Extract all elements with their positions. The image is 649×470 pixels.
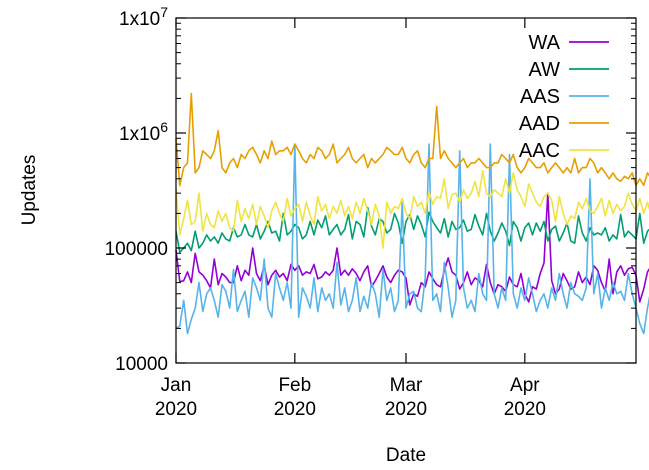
x-tick-label-month: Jan — [161, 375, 192, 396]
series-line-aas — [175, 143, 649, 335]
x-axis-label: Date — [386, 445, 426, 466]
legend-label: AAS — [520, 86, 560, 108]
legend-label: AAC — [519, 140, 560, 162]
x-tick-label-month: Feb — [278, 375, 311, 396]
y-tick-label: 100000 — [105, 239, 168, 260]
legend-label: WA — [529, 32, 561, 54]
x-tick-label-month: Apr — [510, 375, 540, 396]
series-line-aad — [175, 92, 649, 187]
x-tick-label-month: Mar — [390, 375, 423, 396]
y-tick-label: 1x107 — [119, 4, 168, 30]
y-tick-label: 1x106 — [119, 119, 168, 145]
x-tick-label-year: 2020 — [385, 399, 427, 420]
series-line-wa — [175, 192, 649, 306]
legend-label: AW — [529, 59, 561, 81]
x-tick-label-year: 2020 — [155, 399, 197, 420]
y-tick-label: 10000 — [115, 354, 168, 375]
y-tick-exponent: 6 — [160, 119, 168, 135]
plot-frame — [175, 17, 637, 364]
x-tick-label-year: 2020 — [274, 399, 316, 420]
legend-label: AAD — [519, 113, 560, 135]
x-tick-label-year: 2020 — [504, 399, 546, 420]
y-tick-exponent: 7 — [160, 4, 168, 20]
series-line-aac — [175, 169, 649, 249]
y-axis-label: Updates — [19, 155, 40, 226]
